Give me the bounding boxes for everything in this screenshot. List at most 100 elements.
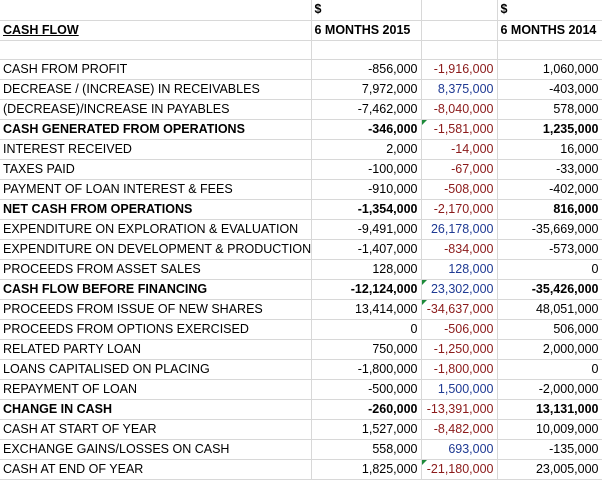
row-label[interactable]: (DECREASE)/INCREASE IN PAYABLES <box>0 99 312 120</box>
value-2015[interactable]: 1,527,000 <box>311 419 422 440</box>
value-difference[interactable]: 128,000 <box>421 259 498 280</box>
value-difference[interactable]: -1,800,000 <box>421 359 498 380</box>
value-2015[interactable]: -856,000 <box>311 59 422 80</box>
currency-2014[interactable]: $ <box>497 0 602 21</box>
value-2015[interactable]: 128,000 <box>311 259 422 280</box>
value-difference[interactable]: 23,302,000 <box>421 279 498 300</box>
column-header-2014[interactable]: 6 MONTHS 2014 <box>497 20 602 41</box>
value-difference[interactable]: -506,000 <box>421 319 498 340</box>
row-label[interactable]: CHANGE IN CASH <box>0 399 312 420</box>
value-2014[interactable]: 16,000 <box>497 139 602 160</box>
value-difference[interactable]: 1,500,000 <box>421 379 498 400</box>
table-row: TAXES PAID -100,000 -67,000 -33,000 <box>0 159 602 180</box>
value-2014[interactable]: -402,000 <box>497 179 602 200</box>
value-difference[interactable]: -13,391,000 <box>421 399 498 420</box>
value-difference[interactable]: 8,375,000 <box>421 79 498 100</box>
value-difference[interactable]: -8,482,000 <box>421 419 498 440</box>
value-2014[interactable]: 0 <box>497 359 602 380</box>
cell-empty[interactable] <box>497 40 602 60</box>
value-2014[interactable]: 48,051,000 <box>497 299 602 320</box>
value-2015[interactable]: -9,491,000 <box>311 219 422 240</box>
value-difference[interactable]: -14,000 <box>421 139 498 160</box>
value-2014[interactable]: -573,000 <box>497 239 602 260</box>
value-2014[interactable]: 1,235,000 <box>497 119 602 140</box>
value-2014[interactable]: 2,000,000 <box>497 339 602 360</box>
value-2015[interactable]: -1,800,000 <box>311 359 422 380</box>
value-2014[interactable]: -33,000 <box>497 159 602 180</box>
value-2014[interactable]: 10,009,000 <box>497 419 602 440</box>
value-2014[interactable]: -2,000,000 <box>497 379 602 400</box>
value-2015[interactable]: 750,000 <box>311 339 422 360</box>
value-difference[interactable]: -834,000 <box>421 239 498 260</box>
value-2015[interactable]: 2,000 <box>311 139 422 160</box>
value-difference[interactable]: -8,040,000 <box>421 99 498 120</box>
cell-empty[interactable] <box>421 40 498 60</box>
value-2015[interactable]: -12,124,000 <box>311 279 422 300</box>
value-2015[interactable]: -100,000 <box>311 159 422 180</box>
table-row: CASH FLOW BEFORE FINANCING -12,124,000 23,… <box>0 279 602 300</box>
value-2014[interactable]: -35,426,000 <box>497 279 602 300</box>
value-difference[interactable]: -508,000 <box>421 179 498 200</box>
row-label[interactable]: REPAYMENT OF LOAN <box>0 379 312 400</box>
value-2014[interactable]: 23,005,000 <box>497 459 602 480</box>
value-2015[interactable]: -260,000 <box>311 399 422 420</box>
row-label[interactable]: EXPENDITURE ON DEVELOPMENT & PRODUCTION <box>0 239 312 260</box>
value-2014[interactable]: 578,000 <box>497 99 602 120</box>
row-label[interactable]: CASH FLOW BEFORE FINANCING <box>0 279 312 300</box>
value-2014[interactable]: 1,060,000 <box>497 59 602 80</box>
value-difference[interactable]: -21,180,000 <box>421 459 498 480</box>
row-label[interactable]: CASH AT END OF YEAR <box>0 459 312 480</box>
value-difference[interactable]: -1,581,000 <box>421 119 498 140</box>
value-2015[interactable]: 13,414,000 <box>311 299 422 320</box>
value-2014[interactable]: -135,000 <box>497 439 602 460</box>
row-label[interactable]: INTEREST RECEIVED <box>0 139 312 160</box>
value-2014[interactable]: 13,131,000 <box>497 399 602 420</box>
cell-empty[interactable] <box>0 0 312 21</box>
row-label[interactable]: CASH FROM PROFIT <box>0 59 312 80</box>
column-header-2015[interactable]: 6 MONTHS 2015 <box>311 20 422 41</box>
cell-empty[interactable] <box>0 40 312 60</box>
value-difference[interactable]: -2,170,000 <box>421 199 498 220</box>
value-2014[interactable]: -35,669,000 <box>497 219 602 240</box>
table-row: EXCHANGE GAINS/LOSSES ON CASH 558,000 693,… <box>0 439 602 460</box>
value-2015[interactable]: -1,407,000 <box>311 239 422 260</box>
cell-empty[interactable] <box>421 20 498 41</box>
currency-2015[interactable]: $ <box>311 0 422 21</box>
row-label[interactable]: CASH AT START OF YEAR <box>0 419 312 440</box>
sheet-title[interactable]: CASH FLOW <box>0 20 312 41</box>
value-difference[interactable]: -34,637,000 <box>421 299 498 320</box>
value-difference[interactable]: -1,250,000 <box>421 339 498 360</box>
row-label[interactable]: PROCEEDS FROM OPTIONS EXERCISED <box>0 319 312 340</box>
cell-empty[interactable] <box>421 0 498 21</box>
row-label[interactable]: PROCEEDS FROM ASSET SALES <box>0 259 312 280</box>
value-2015[interactable]: -346,000 <box>311 119 422 140</box>
value-2015[interactable]: 558,000 <box>311 439 422 460</box>
row-label[interactable]: EXPENDITURE ON EXPLORATION & EVALUATION <box>0 219 312 240</box>
value-2015[interactable]: 1,825,000 <box>311 459 422 480</box>
cell-empty[interactable] <box>311 40 422 60</box>
value-2014[interactable]: 816,000 <box>497 199 602 220</box>
value-2015[interactable]: 0 <box>311 319 422 340</box>
value-2014[interactable]: 0 <box>497 259 602 280</box>
row-label[interactable]: PROCEEDS FROM ISSUE OF NEW SHARES <box>0 299 312 320</box>
value-2015[interactable]: -500,000 <box>311 379 422 400</box>
value-difference[interactable]: 26,178,000 <box>421 219 498 240</box>
row-label[interactable]: CASH GENERATED FROM OPERATIONS <box>0 119 312 140</box>
value-difference[interactable]: -67,000 <box>421 159 498 180</box>
row-label[interactable]: PAYMENT OF LOAN INTEREST & FEES <box>0 179 312 200</box>
row-label[interactable]: LOANS CAPITALISED ON PLACING <box>0 359 312 380</box>
value-2014[interactable]: 506,000 <box>497 319 602 340</box>
row-label[interactable]: TAXES PAID <box>0 159 312 180</box>
value-2015[interactable]: -910,000 <box>311 179 422 200</box>
value-2015[interactable]: -7,462,000 <box>311 99 422 120</box>
value-difference[interactable]: -1,916,000 <box>421 59 498 80</box>
row-label[interactable]: NET CASH FROM OPERATIONS <box>0 199 312 220</box>
value-difference[interactable]: 693,000 <box>421 439 498 460</box>
value-2015[interactable]: 7,972,000 <box>311 79 422 100</box>
row-label[interactable]: DECREASE / (INCREASE) IN RECEIVABLES <box>0 79 312 100</box>
value-2014[interactable]: -403,000 <box>497 79 602 100</box>
row-label[interactable]: RELATED PARTY LOAN <box>0 339 312 360</box>
value-2015[interactable]: -1,354,000 <box>311 199 422 220</box>
row-label[interactable]: EXCHANGE GAINS/LOSSES ON CASH <box>0 439 312 460</box>
